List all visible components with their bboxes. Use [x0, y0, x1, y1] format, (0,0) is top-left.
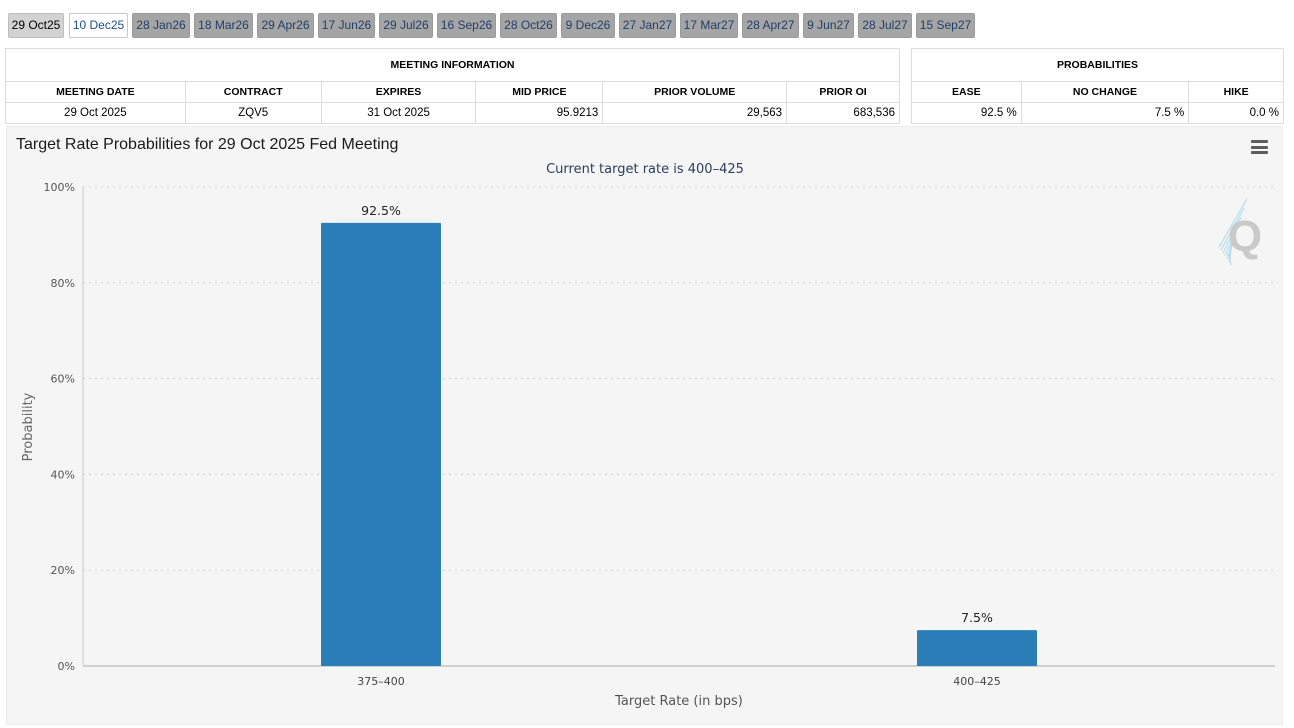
tab-29-oct25[interactable]: 29 Oct25: [8, 13, 64, 38]
tab-29-apr26[interactable]: 29 Apr26: [257, 13, 314, 38]
prior-volume-value: 29,563: [602, 102, 788, 124]
contract-value: ZQV5: [184, 102, 322, 124]
contract-header: CONTRACT: [184, 81, 322, 103]
watermark-stroke: [1222, 216, 1242, 254]
tab-29-jul26[interactable]: 29 Jul26: [379, 13, 433, 38]
bar-375-400: [321, 222, 441, 667]
probabilities-title: PROBABILITIES: [911, 48, 1284, 82]
tab-28-jul27[interactable]: 28 Jul27: [858, 13, 912, 38]
meeting-date-header: MEETING DATE: [5, 81, 186, 103]
watermark-stroke: [1218, 198, 1248, 248]
probabilities-table: PROBABILITIES EASE NO CHANGE HIKE 92.5 %…: [911, 48, 1284, 124]
tab-9-jun27[interactable]: 9 Jun27: [803, 13, 854, 38]
ease-value: 92.5 %: [911, 102, 1022, 124]
y-tick-label: 80%: [51, 277, 75, 290]
expires-value: 31 Oct 2025: [320, 102, 477, 124]
y-tick-label: 20%: [51, 564, 75, 577]
tab-10-dec25[interactable]: 10 Dec25: [69, 13, 128, 38]
expires-header: EXPIRES: [320, 81, 477, 103]
chart-title: Target Rate Probabilities for 29 Oct 202…: [16, 136, 399, 153]
x-tick-label: 400–425: [953, 675, 1001, 688]
tab-28-jan26[interactable]: 28 Jan26: [132, 13, 190, 38]
x-tick-label: 375–400: [357, 675, 405, 688]
mid-price-header: MID PRICE: [475, 81, 604, 103]
probability-bar-chart: 0% 20% 40% 60% 80% 100% 92.5% 375–400 7.5% 400–42…: [21, 162, 1275, 709]
tab-9-dec26[interactable]: 9 Dec26: [561, 13, 615, 38]
watermark-stroke: [1228, 252, 1232, 266]
watermark-logo-icon: Q: [1228, 212, 1262, 261]
tab-17-mar27[interactable]: 17 Mar27: [680, 13, 738, 38]
prior-oi-header: PRIOR OI: [786, 81, 900, 103]
y-tick-label: 60%: [51, 373, 75, 386]
watermark-stroke: [1224, 225, 1239, 257]
data-label: 92.5%: [361, 203, 401, 218]
data-label: 7.5%: [961, 610, 993, 625]
y-tick-label: 40%: [51, 468, 75, 481]
prior-volume-header: PRIOR VOLUME: [602, 81, 788, 103]
bar-400-425: [917, 630, 1037, 666]
tab-28-oct26[interactable]: 28 Oct26: [500, 13, 557, 38]
meeting-date-value: 29 Oct 2025: [5, 102, 186, 124]
no-change-header: NO CHANGE: [1020, 81, 1190, 103]
tab-27-jan27[interactable]: 27 Jan27: [619, 13, 676, 38]
tab-15-sep27[interactable]: 15 Sep27: [916, 13, 975, 38]
tab-28-apr27[interactable]: 28 Apr27: [742, 13, 799, 38]
tab-16-sep26[interactable]: 16 Sep26: [437, 13, 496, 38]
y-tick-label: 100%: [44, 181, 75, 194]
prior-oi-value: 683,536: [786, 102, 900, 124]
chart-subtitle: Current target rate is 400–425: [546, 162, 744, 177]
y-axis-title: Probability: [21, 392, 36, 461]
x-axis-title: Target Rate (in bps): [614, 694, 743, 709]
meeting-information-title: MEETING INFORMATION: [5, 48, 900, 82]
tab-18-mar26[interactable]: 18 Mar26: [194, 13, 253, 38]
chart-panel: 0% 20% 40% 60% 80% 100% 92.5% 375–400 7.5% 400–42…: [6, 126, 1283, 725]
meeting-information-table: MEETING INFORMATION MEETING DATE CONTRAC…: [5, 48, 900, 124]
tab-17-jun26[interactable]: 17 Jun26: [318, 13, 375, 38]
mid-price-value: 95.9213: [475, 102, 604, 124]
hamburger-menu-icon[interactable]: [1251, 140, 1268, 154]
ease-header: EASE: [911, 81, 1022, 103]
watermark-stroke: [1220, 207, 1245, 251]
no-change-value: 7.5 %: [1020, 102, 1190, 124]
y-tick-label: 0%: [58, 660, 75, 673]
hike-value: 0.0 %: [1188, 102, 1284, 124]
hike-header: HIKE: [1188, 81, 1284, 103]
